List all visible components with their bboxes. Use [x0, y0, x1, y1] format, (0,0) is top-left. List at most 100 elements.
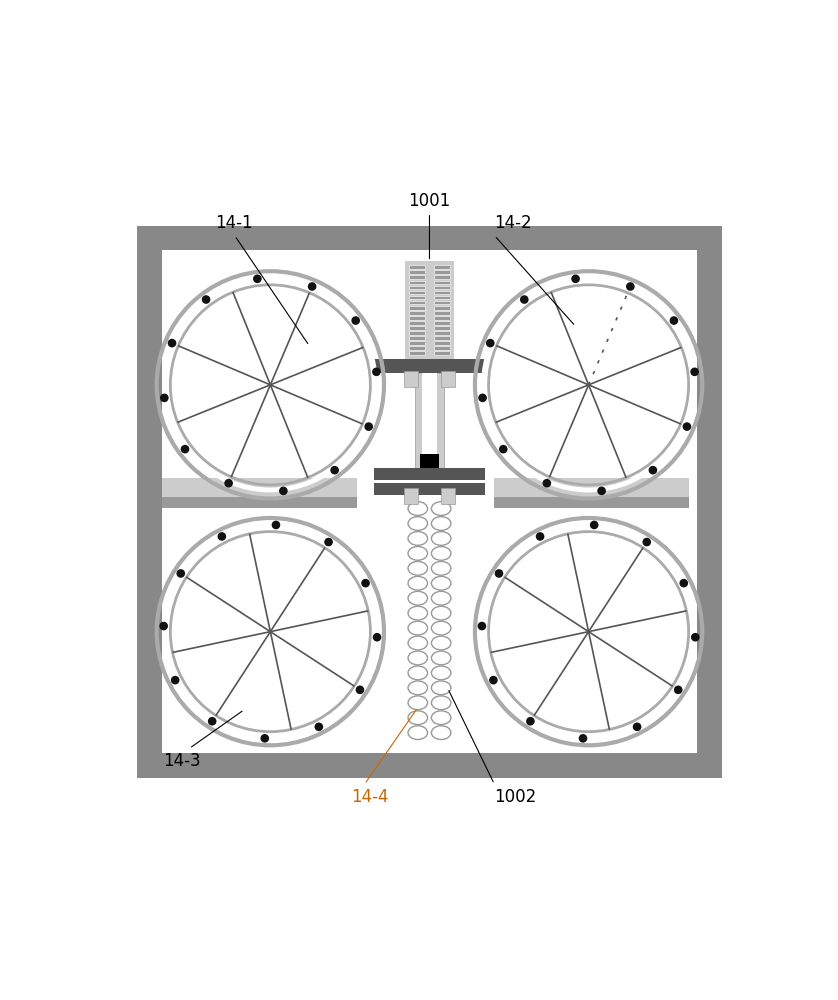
Text: 14-2: 14-2: [494, 214, 532, 232]
Bar: [375, 359, 484, 373]
Text: 1002: 1002: [494, 788, 536, 806]
Circle shape: [520, 295, 529, 304]
Circle shape: [168, 339, 176, 347]
Bar: [434, 275, 450, 279]
Circle shape: [208, 717, 216, 726]
Circle shape: [494, 569, 504, 578]
Circle shape: [253, 274, 261, 283]
Circle shape: [261, 734, 269, 743]
Text: 14-4: 14-4: [352, 788, 389, 806]
Bar: [404, 488, 418, 504]
Circle shape: [478, 622, 486, 630]
Bar: [409, 301, 425, 304]
Bar: [434, 321, 450, 325]
Circle shape: [355, 686, 365, 694]
Circle shape: [365, 422, 373, 431]
Bar: [434, 336, 450, 340]
Text: 14-1: 14-1: [215, 214, 253, 232]
Bar: [409, 341, 425, 345]
Circle shape: [373, 633, 381, 642]
Bar: [409, 265, 425, 269]
Bar: [434, 286, 450, 289]
Bar: [415, 373, 444, 476]
Circle shape: [643, 538, 651, 546]
Circle shape: [597, 487, 606, 495]
Bar: [162, 497, 357, 508]
Bar: [434, 311, 450, 315]
Circle shape: [499, 445, 508, 453]
Bar: [434, 341, 450, 345]
Circle shape: [649, 466, 657, 474]
Circle shape: [680, 579, 688, 587]
Bar: [434, 281, 450, 284]
Bar: [409, 316, 425, 320]
Circle shape: [372, 368, 380, 376]
Bar: [409, 291, 425, 294]
Circle shape: [272, 521, 280, 529]
Circle shape: [361, 579, 370, 587]
Circle shape: [351, 316, 360, 325]
Circle shape: [308, 282, 317, 291]
Circle shape: [590, 521, 598, 529]
Text: 1001: 1001: [408, 192, 451, 210]
Bar: [409, 296, 425, 299]
Bar: [409, 326, 425, 330]
Circle shape: [633, 723, 641, 731]
Bar: [434, 316, 450, 320]
Bar: [409, 311, 425, 315]
Circle shape: [691, 633, 700, 642]
Circle shape: [177, 569, 185, 578]
Circle shape: [202, 295, 210, 304]
Bar: [409, 281, 425, 284]
Bar: [494, 478, 689, 497]
Bar: [434, 301, 450, 304]
Bar: [434, 265, 450, 269]
Circle shape: [674, 686, 682, 694]
Bar: [409, 286, 425, 289]
Circle shape: [526, 717, 535, 726]
Bar: [441, 488, 455, 504]
Circle shape: [225, 479, 233, 488]
Text: 14-3: 14-3: [163, 752, 201, 770]
Bar: [409, 321, 425, 325]
Bar: [409, 275, 425, 279]
Circle shape: [626, 282, 634, 291]
Circle shape: [670, 316, 678, 325]
Circle shape: [218, 532, 226, 541]
Circle shape: [324, 538, 333, 546]
Bar: [409, 306, 425, 310]
Circle shape: [160, 394, 168, 402]
Bar: [162, 478, 357, 497]
Bar: [162, 250, 697, 753]
Bar: [434, 306, 450, 310]
Circle shape: [330, 466, 339, 474]
Bar: [434, 351, 450, 355]
Bar: [404, 371, 418, 387]
Bar: [409, 270, 425, 274]
Circle shape: [683, 422, 691, 431]
Bar: [434, 326, 450, 330]
Bar: [409, 346, 425, 350]
Circle shape: [542, 479, 551, 488]
Circle shape: [171, 676, 179, 684]
Bar: [137, 226, 722, 778]
Bar: [375, 468, 484, 480]
Bar: [434, 270, 450, 274]
Bar: [441, 371, 455, 387]
Circle shape: [314, 723, 323, 731]
Bar: [434, 346, 450, 350]
Circle shape: [478, 394, 487, 402]
Bar: [375, 483, 484, 495]
Circle shape: [489, 676, 498, 684]
Bar: [422, 373, 437, 473]
Circle shape: [572, 274, 580, 283]
Circle shape: [159, 622, 168, 630]
Circle shape: [691, 368, 699, 376]
Circle shape: [579, 734, 587, 743]
Bar: [434, 291, 450, 294]
Circle shape: [486, 339, 494, 347]
Bar: [405, 261, 454, 359]
Circle shape: [181, 445, 189, 453]
Circle shape: [535, 532, 545, 541]
Bar: [421, 454, 438, 468]
